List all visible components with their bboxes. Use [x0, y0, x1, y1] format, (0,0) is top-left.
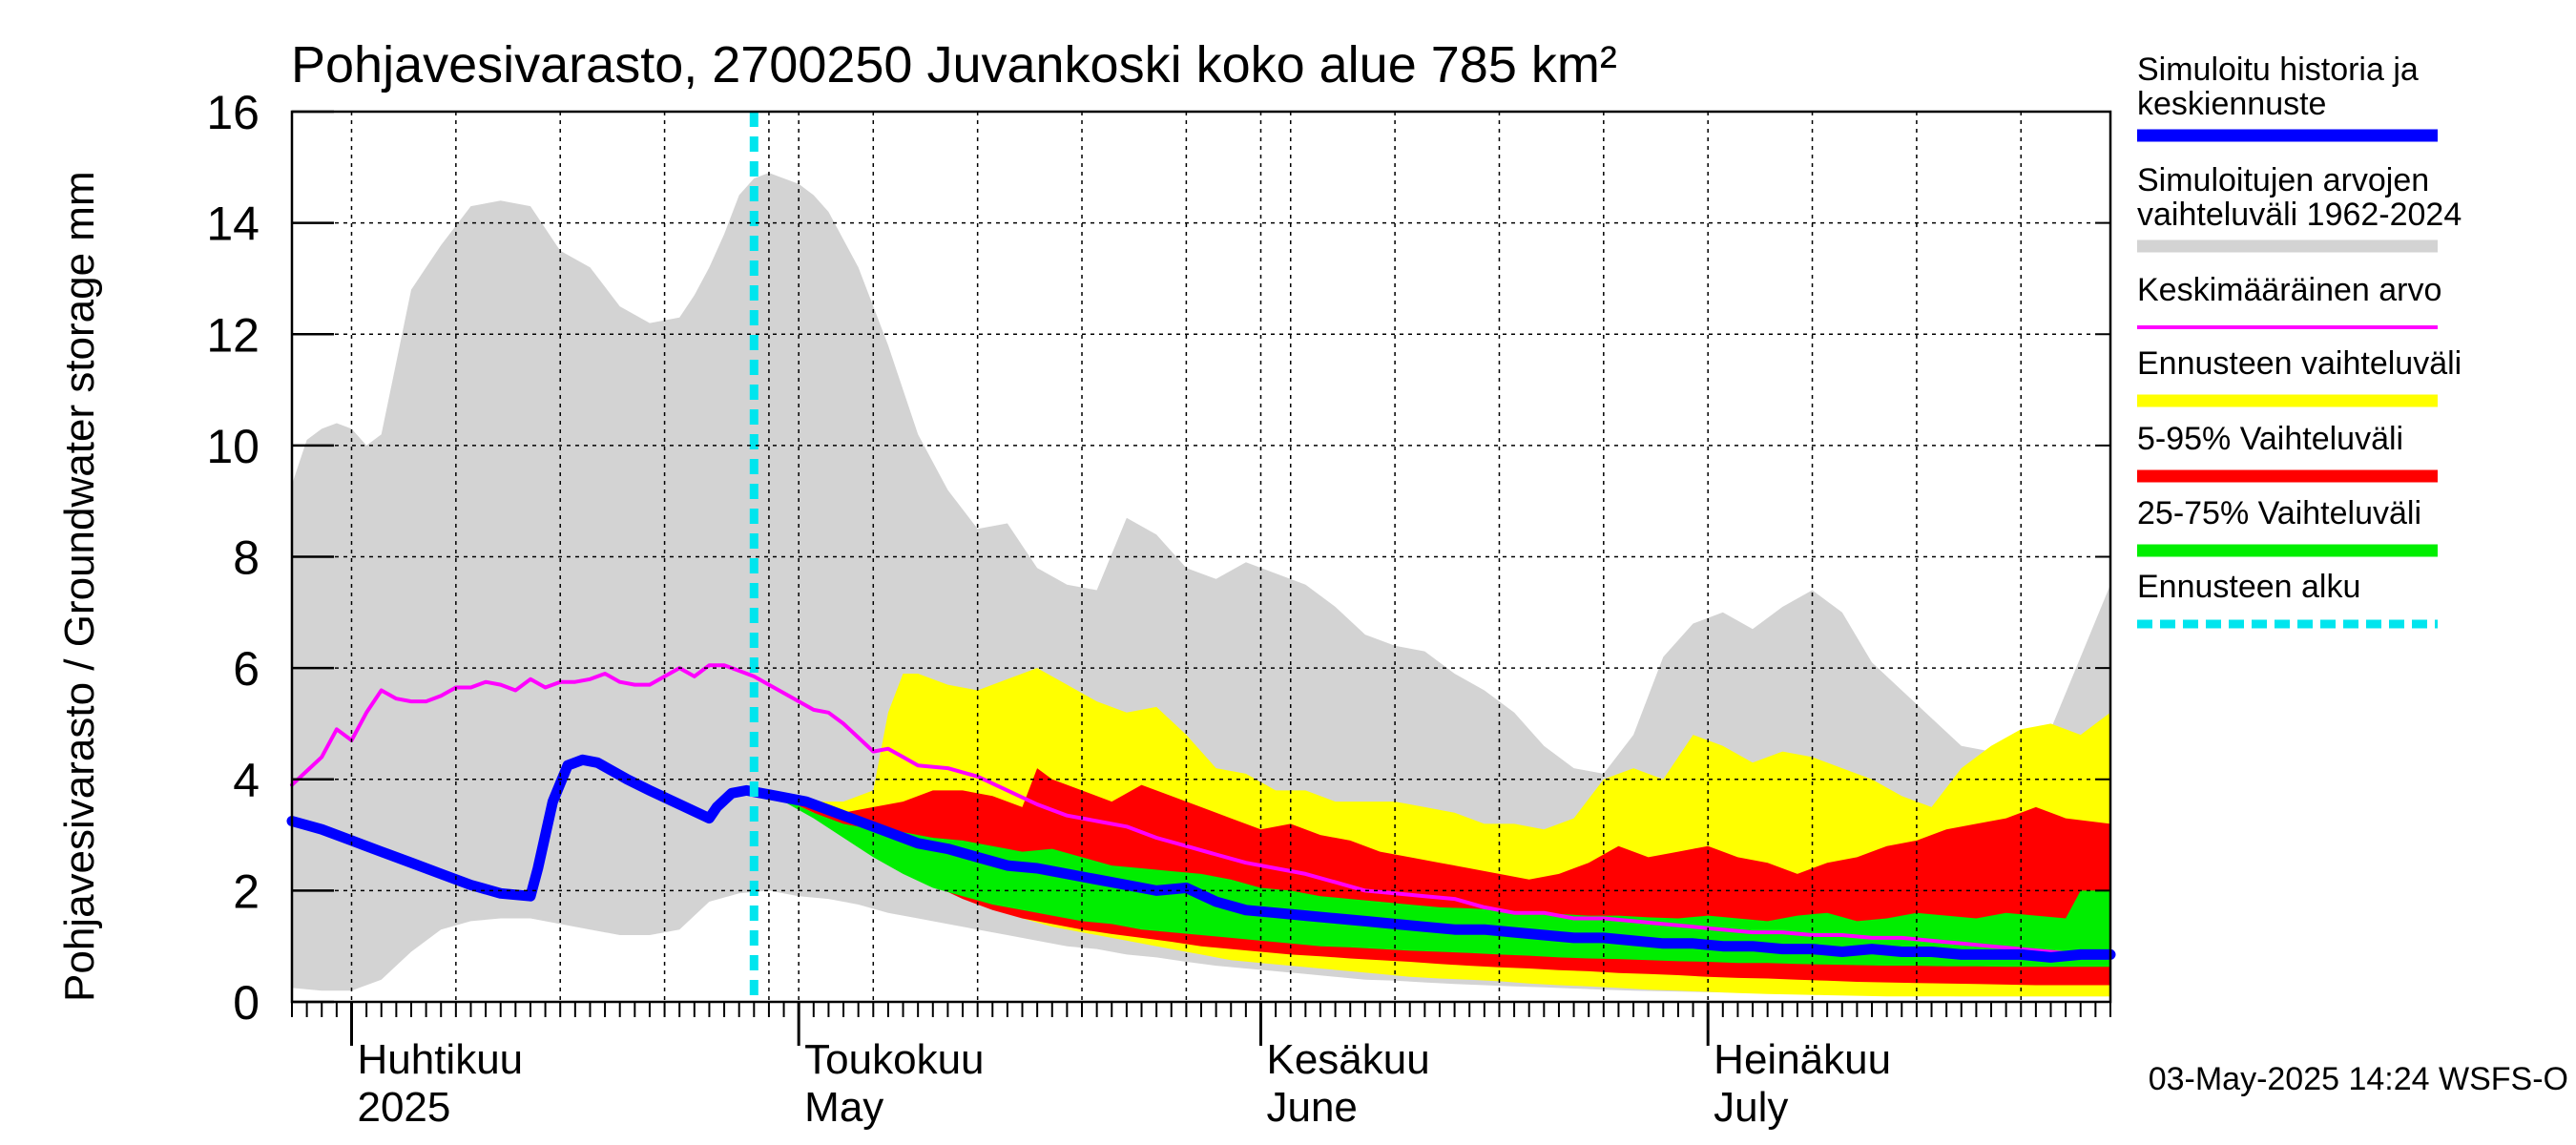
timestamp: 03-May-2025 14:24 WSFS-O — [2149, 1061, 2568, 1097]
y-axis-label: Pohjavesivarasto / Groundwater storage m… — [56, 171, 103, 1002]
chart-title: Pohjavesivarasto, 2700250 Juvankoski kok… — [291, 36, 1617, 94]
legend-label: Ennusteen vaihteluväli — [2137, 345, 2462, 382]
y-tick-label: 0 — [233, 976, 260, 1030]
legend-label: Ennusteen alku — [2137, 569, 2360, 605]
x-month-sublabel: May — [804, 1084, 883, 1131]
plot-area — [286, 112, 2116, 1002]
y-tick-label: 6 — [233, 642, 260, 696]
y-tick-label: 14 — [206, 198, 260, 251]
y-tick-label: 10 — [206, 420, 260, 473]
y-tick-label: 4 — [233, 754, 260, 807]
mean-line — [290, 663, 2112, 957]
legend-label: Simuloitu historia ja — [2137, 52, 2419, 88]
x-month-sublabel: July — [1714, 1084, 1788, 1131]
x-month-label: Toukokuu — [804, 1036, 984, 1083]
x-month-label: Heinäkuu — [1714, 1036, 1891, 1083]
p25-75-band — [754, 793, 2110, 968]
legend-label-2: keskiennuste — [2137, 86, 2326, 122]
y-tick-label: 16 — [206, 86, 260, 139]
legend-label: Keskimääräinen arvo — [2137, 272, 2441, 308]
y-tick-label: 8 — [233, 531, 260, 585]
x-month-label: Huhtikuu — [357, 1036, 523, 1083]
x-month-sublabel: 2025 — [357, 1084, 450, 1131]
x-month-label: Kesäkuu — [1266, 1036, 1429, 1083]
legend-label: Simuloitujen arvojen — [2137, 162, 2429, 198]
legend-label-2: vaihteluväli 1962-2024 — [2137, 197, 2462, 233]
x-month-sublabel: June — [1266, 1084, 1357, 1131]
y-tick-label: 2 — [233, 864, 260, 918]
y-tick-label: 12 — [206, 308, 260, 362]
legend-label: 25-75% Vaihteluväli — [2137, 495, 2421, 531]
grid — [292, 112, 2110, 1002]
legend-label: 5-95% Vaihteluväli — [2137, 421, 2403, 457]
